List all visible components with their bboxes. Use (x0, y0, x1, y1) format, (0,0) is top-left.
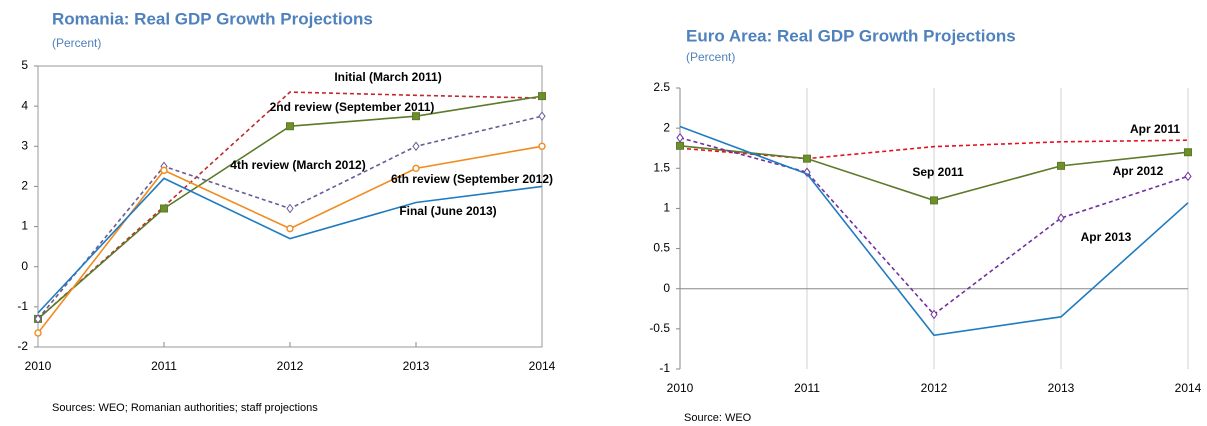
x-tick-label: 2014 (529, 359, 556, 373)
chart-subtitle: (Percent) (52, 36, 101, 50)
series-label: Apr 2013 (1081, 230, 1132, 244)
plot-frame (37, 65, 543, 348)
marker (930, 196, 938, 205)
x-tick-label: 2012 (921, 381, 948, 395)
series-label: Apr 2012 (1113, 164, 1164, 178)
y-tick-label: 0.5 (653, 241, 670, 255)
marker (803, 154, 811, 163)
source-note: Sources: WEO; Romanian authorities; staf… (52, 402, 318, 414)
marker (803, 167, 811, 178)
x-tick-label: 2011 (794, 381, 820, 395)
y-tick-label: 0 (21, 259, 28, 273)
y-tick-label: -0.5 (649, 321, 670, 335)
series-label: 4th review (March 2012) (230, 158, 365, 172)
chart: Euro Area: Real GDP Growth Projections (P… (649, 26, 1201, 423)
y-tick-label: -2 (17, 339, 28, 353)
y-tick-label: 1 (663, 201, 670, 215)
series-label: Apr 2011 (1130, 122, 1180, 136)
marker (34, 329, 42, 337)
marker (1184, 171, 1192, 182)
marker (412, 164, 420, 173)
marker (676, 141, 684, 150)
y-tick-label: 0 (663, 281, 670, 295)
chart: Romania: Real GDP Growth Projections (Per… (17, 9, 555, 413)
marker (286, 224, 294, 233)
series-line (37, 91, 543, 320)
y-tick-label: -1 (659, 361, 670, 375)
marker (1184, 148, 1192, 157)
chart-subtitle: (Percent) (686, 50, 735, 64)
marker (538, 142, 546, 150)
chart-title: Euro Area: Real GDP Growth Projections (686, 26, 1016, 45)
marker (1057, 161, 1065, 170)
x-tick-label: 2010 (667, 381, 694, 395)
marker (286, 203, 294, 214)
y-tick-label: -1 (17, 299, 28, 313)
series-label: 2nd review (September 2011) (270, 100, 435, 114)
y-tick-label: 5 (21, 58, 28, 72)
marker (930, 309, 938, 320)
series-label: Sep 2011 (912, 165, 964, 179)
y-tick-label: 4 (21, 98, 28, 112)
x-tick-label: 2011 (151, 359, 177, 373)
series-label: Final (June 2013) (399, 204, 496, 218)
source-note: Source: WEO (684, 412, 752, 424)
x-tick-label: 2014 (1175, 381, 1202, 395)
x-tick-label: 2010 (25, 359, 52, 373)
marker (412, 141, 420, 152)
series-line (37, 177, 543, 314)
y-tick-label: 1.5 (653, 160, 670, 174)
x-tick-label: 2012 (277, 359, 304, 373)
marker (538, 111, 546, 122)
y-tick-label: 2.5 (653, 80, 670, 94)
marker (412, 112, 420, 121)
marker (34, 314, 42, 324)
x-tick-label: 2013 (1048, 381, 1075, 395)
marker (286, 122, 294, 131)
marker (676, 132, 684, 143)
x-tick-label: 2013 (403, 359, 430, 373)
series-label: Initial (March 2011) (334, 70, 441, 84)
series-label: 6th review (September 2012) (391, 172, 553, 186)
marker (1057, 213, 1065, 223)
y-tick-label: 2 (663, 120, 670, 134)
marker (538, 92, 546, 101)
series-line (679, 125, 1189, 337)
marker (160, 166, 168, 175)
y-tick-label: 2 (21, 179, 28, 193)
y-tick-label: 3 (21, 138, 28, 152)
marker (160, 204, 168, 213)
y-tick-label: 1 (21, 219, 28, 233)
chart-title: Romania: Real GDP Growth Projections (52, 9, 373, 28)
